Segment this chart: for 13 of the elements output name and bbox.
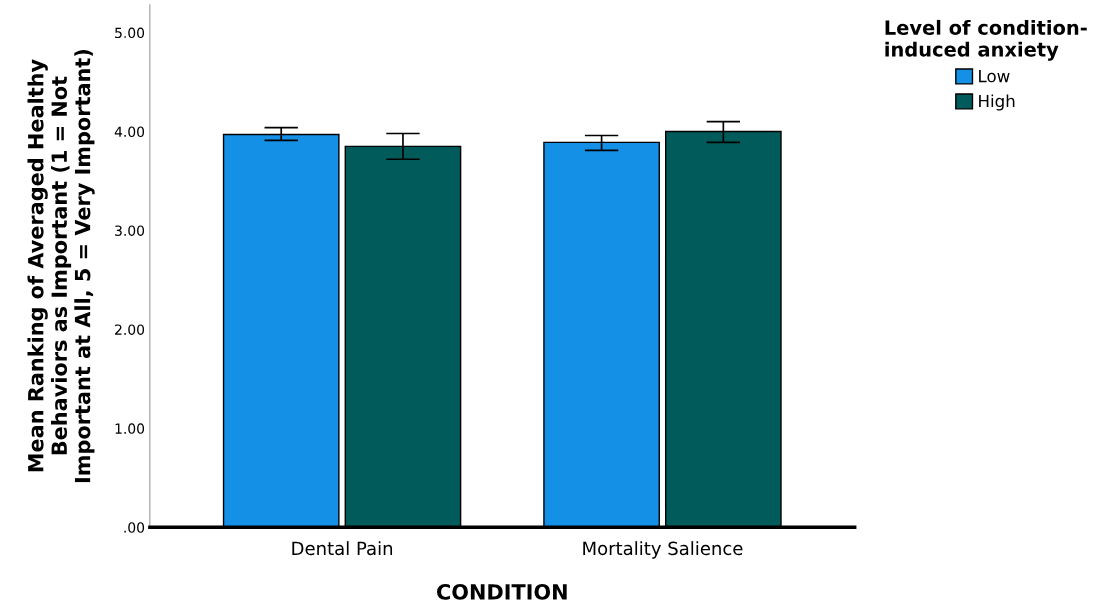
y-tick-label: 4.00: [114, 126, 145, 138]
y-tick-label: .00: [124, 522, 145, 533]
legend-label: Low: [979, 69, 1010, 83]
y-tick-label: 2.00: [115, 324, 145, 335]
x-axis-title: CONDITION: [437, 584, 567, 600]
x-tick-label: Mortality Salience: [583, 541, 743, 559]
x-tick-label: Dental Pain: [292, 541, 393, 556]
y-axis-title: Mean Ranking of Averaged Healthy Behaviors as Important (1 = Not Important at All, 5 = Very Important): [27, 49, 95, 483]
legend-label: High: [979, 94, 1015, 111]
y-tick-label: 3.00: [115, 225, 145, 236]
y-tick-label: 1.00: [115, 423, 145, 434]
legend-title: Level of condition- induced anxiety: [885, 19, 1087, 61]
y-tick-label: 5.00: [115, 27, 145, 39]
